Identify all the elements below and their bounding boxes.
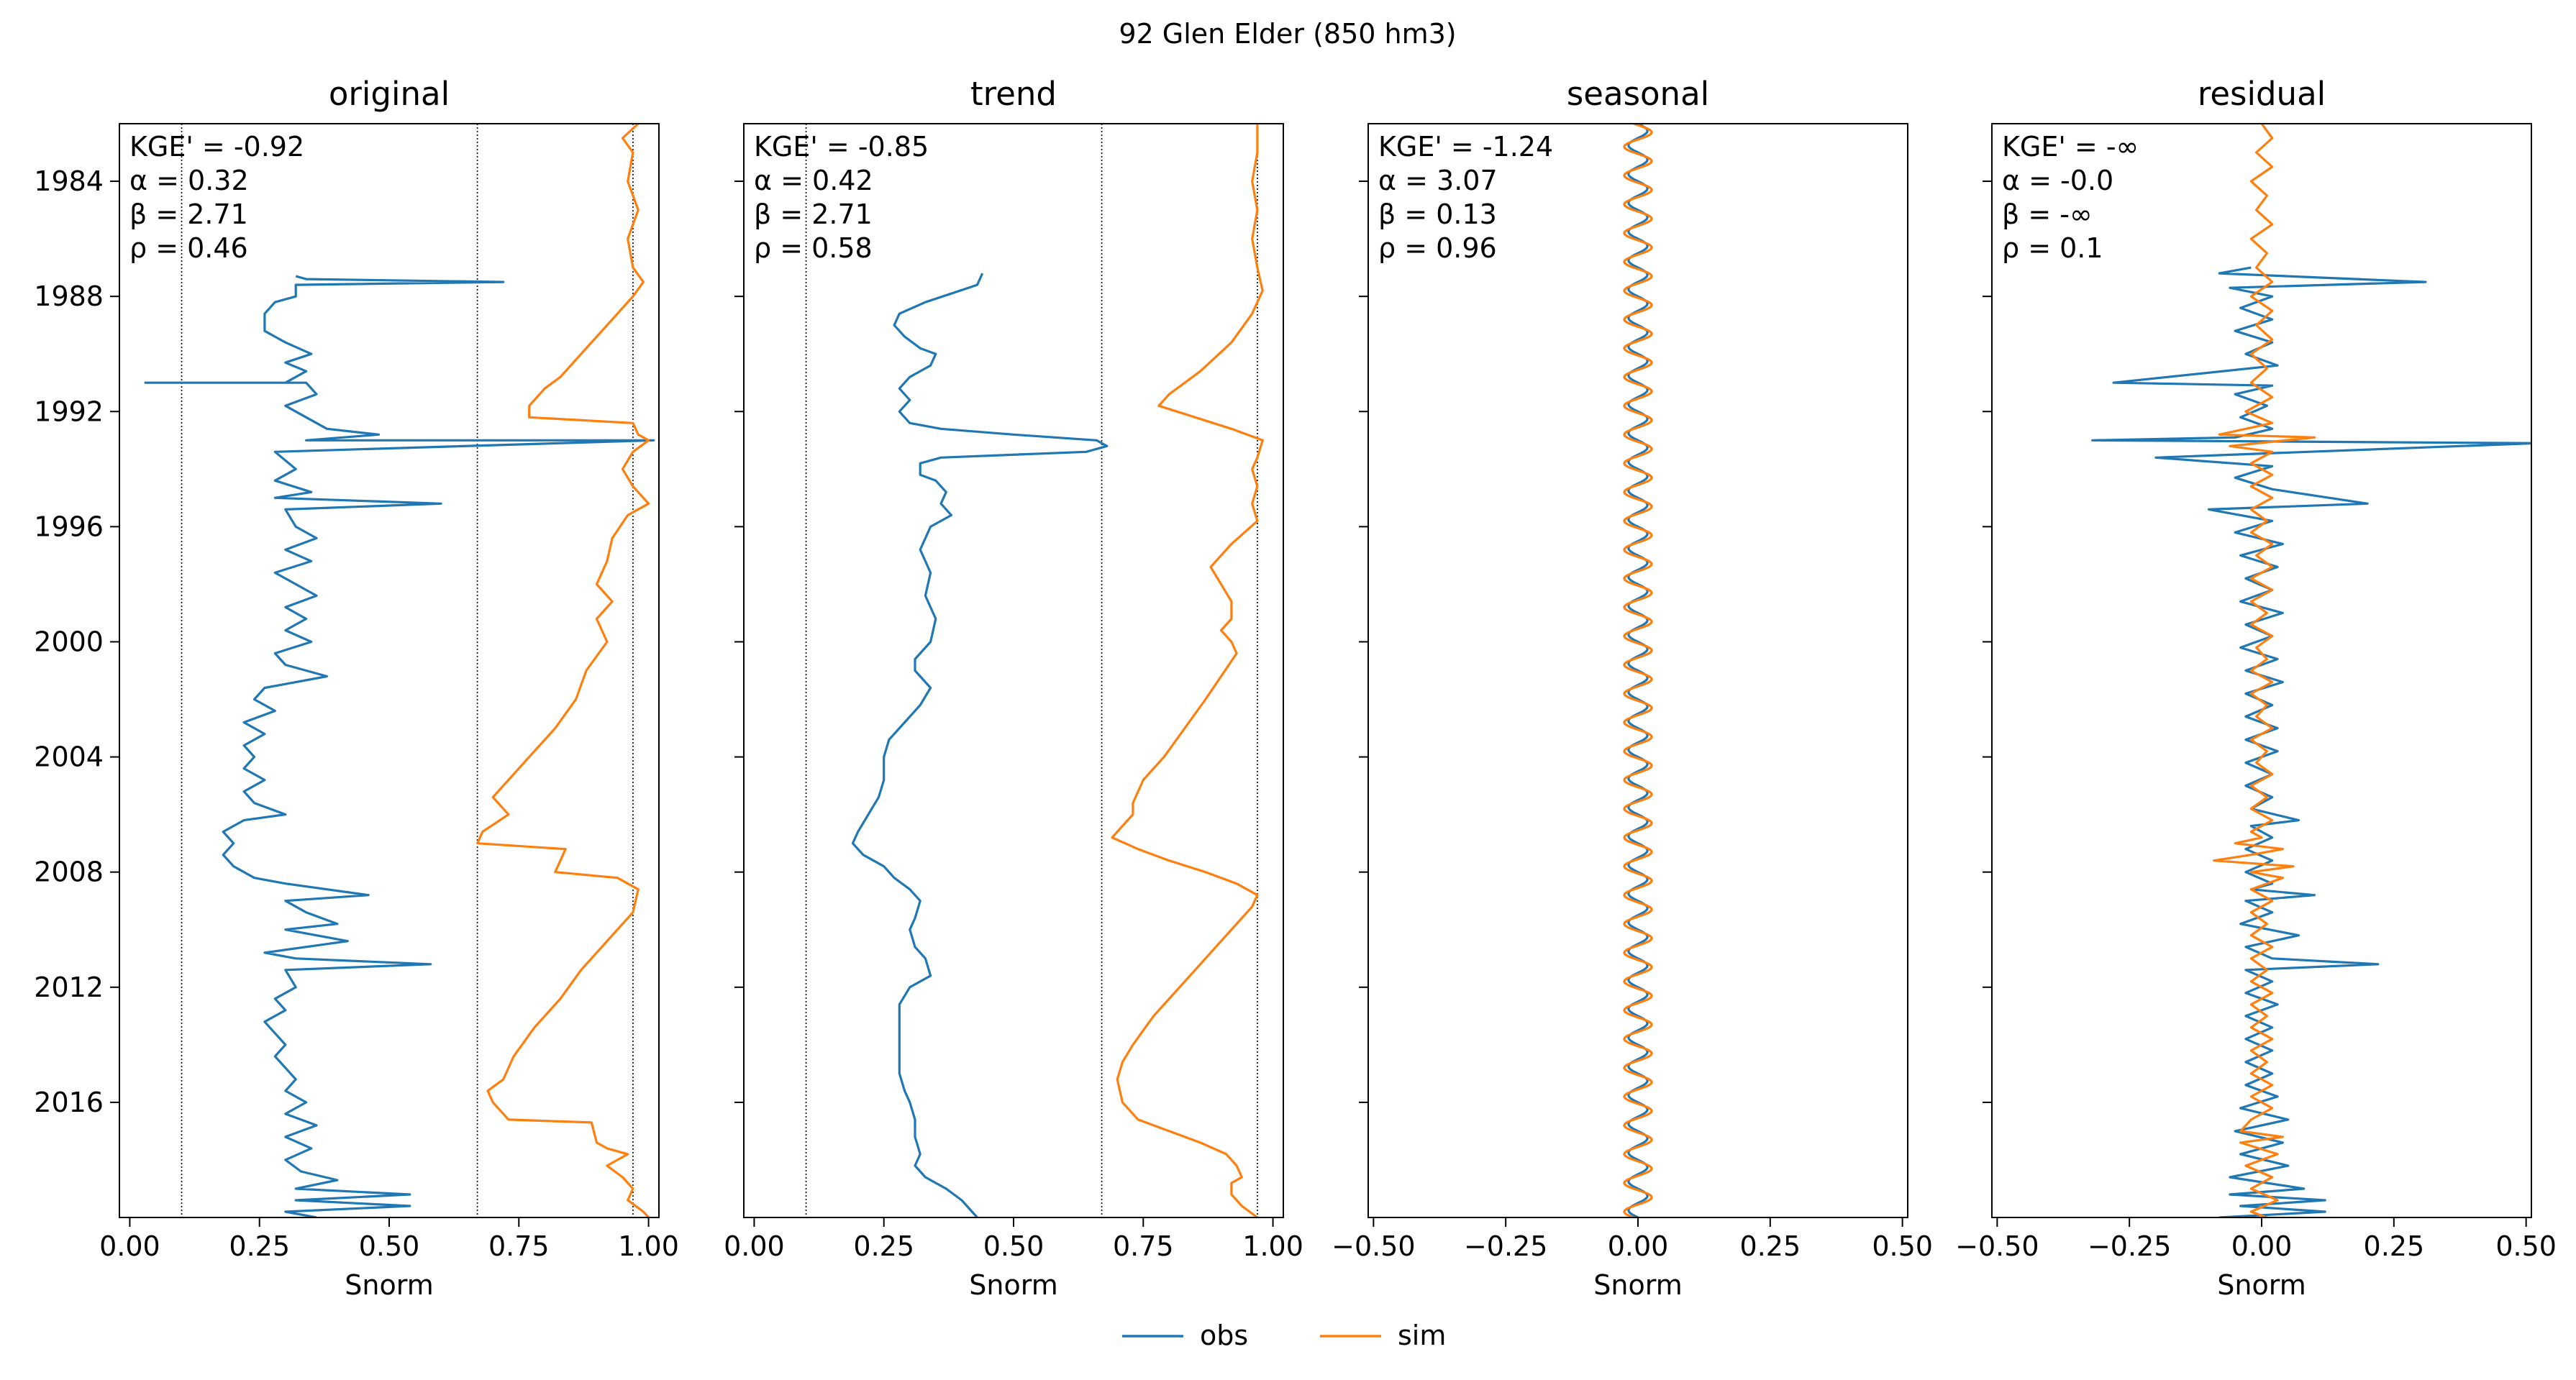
stats-line: β = 0.13 xyxy=(1378,198,1497,230)
legend-sim-label: sim xyxy=(1398,1320,1446,1351)
panel-title: seasonal xyxy=(1567,75,1709,113)
stats-line: ρ = 0.1 xyxy=(2002,232,2103,264)
x-tick-label: 0.25 xyxy=(2364,1230,2425,1262)
x-tick-label: 0.50 xyxy=(359,1230,420,1262)
x-tick-label: 1.00 xyxy=(618,1230,679,1262)
x-axis-label: Snorm xyxy=(2217,1269,2306,1301)
stats-line: α = 3.07 xyxy=(1378,165,1498,196)
x-tick-label: −0.25 xyxy=(1464,1230,1547,1262)
x-tick-label: −0.50 xyxy=(1332,1230,1415,1262)
stats-line: α = -0.0 xyxy=(2002,165,2113,196)
x-tick-label: 0.25 xyxy=(853,1230,914,1262)
stats-line: α = 0.42 xyxy=(754,165,873,196)
legend: obs sim xyxy=(1122,1320,1446,1351)
series-obs-line xyxy=(144,275,655,1217)
x-axis-label: Snorm xyxy=(1593,1269,1682,1301)
plot-area xyxy=(144,124,655,1217)
series-sim-line xyxy=(476,124,650,1217)
x-tick-label: 0.00 xyxy=(2231,1230,2293,1262)
stats-line: α = 0.32 xyxy=(129,165,249,196)
y-tick-label: 1988 xyxy=(34,280,104,312)
axes-frame xyxy=(119,123,660,1218)
x-tick-label: −0.50 xyxy=(1955,1230,2039,1262)
series-sim-line xyxy=(2213,124,2316,1217)
panel-title: residual xyxy=(2198,75,2326,113)
stats-line: KGE' = -∞ xyxy=(2002,131,2139,163)
y-tick-label: 2008 xyxy=(34,856,104,888)
series-obs-line xyxy=(2091,266,2531,1217)
y-tick-label: 1996 xyxy=(34,511,104,542)
panel-title: original xyxy=(329,75,450,113)
x-tick-label: 0.50 xyxy=(2495,1230,2557,1262)
y-tick-label: 2004 xyxy=(34,741,104,773)
x-tick-label: 0.00 xyxy=(1608,1230,1669,1262)
series-obs-line xyxy=(851,273,1109,1217)
axes-frame xyxy=(743,123,1284,1218)
x-tick-label: 0.50 xyxy=(1872,1230,1933,1262)
x-tick-label: 0.75 xyxy=(488,1230,550,1262)
x-axis-label: Snorm xyxy=(969,1269,1057,1301)
y-tick-label: 2016 xyxy=(34,1087,104,1118)
stats-line: β = 2.71 xyxy=(754,198,873,230)
x-tick-label: −0.25 xyxy=(2088,1230,2171,1262)
panel-residual: residual −0.50 −0.25 0.00 0.25 0.50 Snorm KGE' … xyxy=(1955,75,2557,1301)
x-tick-label: 0.00 xyxy=(99,1230,160,1262)
stats-line: KGE' = -1.24 xyxy=(1378,131,1553,163)
y-tick-label: 1992 xyxy=(34,396,104,427)
stats-line: ρ = 0.46 xyxy=(129,232,248,264)
x-tick-label: 0.75 xyxy=(1113,1230,1174,1262)
stats-line: KGE' = -0.85 xyxy=(754,131,929,163)
x-tick-label: 1.00 xyxy=(1242,1230,1303,1262)
stats-line: KGE' = -0.92 xyxy=(129,131,304,163)
series-sim-line xyxy=(1111,124,1264,1217)
stats-line: β = -∞ xyxy=(2002,198,2093,230)
plot-area xyxy=(2091,124,2531,1217)
plot-area xyxy=(805,124,1264,1217)
panel-original: original 0.00 0.25 0.50 0.75 1.00 1984 1988 1992… xyxy=(34,75,679,1301)
stats-line: ρ = 0.58 xyxy=(754,232,873,264)
y-tick-label: 1984 xyxy=(34,165,104,197)
panel-trend: trend 0.00 0.25 0.50 0.75 1.00 Snorm KGE' = -0.… xyxy=(724,75,1303,1301)
panel-title: trend xyxy=(970,75,1057,113)
x-tick-label: 0.50 xyxy=(983,1230,1044,1262)
stats-line: ρ = 0.96 xyxy=(1378,232,1497,264)
panel-seasonal: seasonal −0.50 −0.25 0.00 0.25 0.50 Snorm KGE' … xyxy=(1332,75,1933,1301)
plot-area xyxy=(1623,124,1653,1217)
y-tick-label: 2012 xyxy=(34,972,104,1003)
series-sim-line xyxy=(1623,124,1653,1217)
x-tick-label: 0.00 xyxy=(724,1230,785,1262)
x-axis-label: Snorm xyxy=(345,1269,433,1301)
x-tick-label: 0.25 xyxy=(229,1230,290,1262)
figure-title: 92 Glen Elder (850 hm3) xyxy=(1119,18,1456,50)
legend-obs-label: obs xyxy=(1200,1320,1248,1351)
stats-line: β = 2.71 xyxy=(129,198,248,230)
x-tick-label: 0.25 xyxy=(1740,1230,1801,1262)
y-tick-label: 2000 xyxy=(34,626,104,657)
